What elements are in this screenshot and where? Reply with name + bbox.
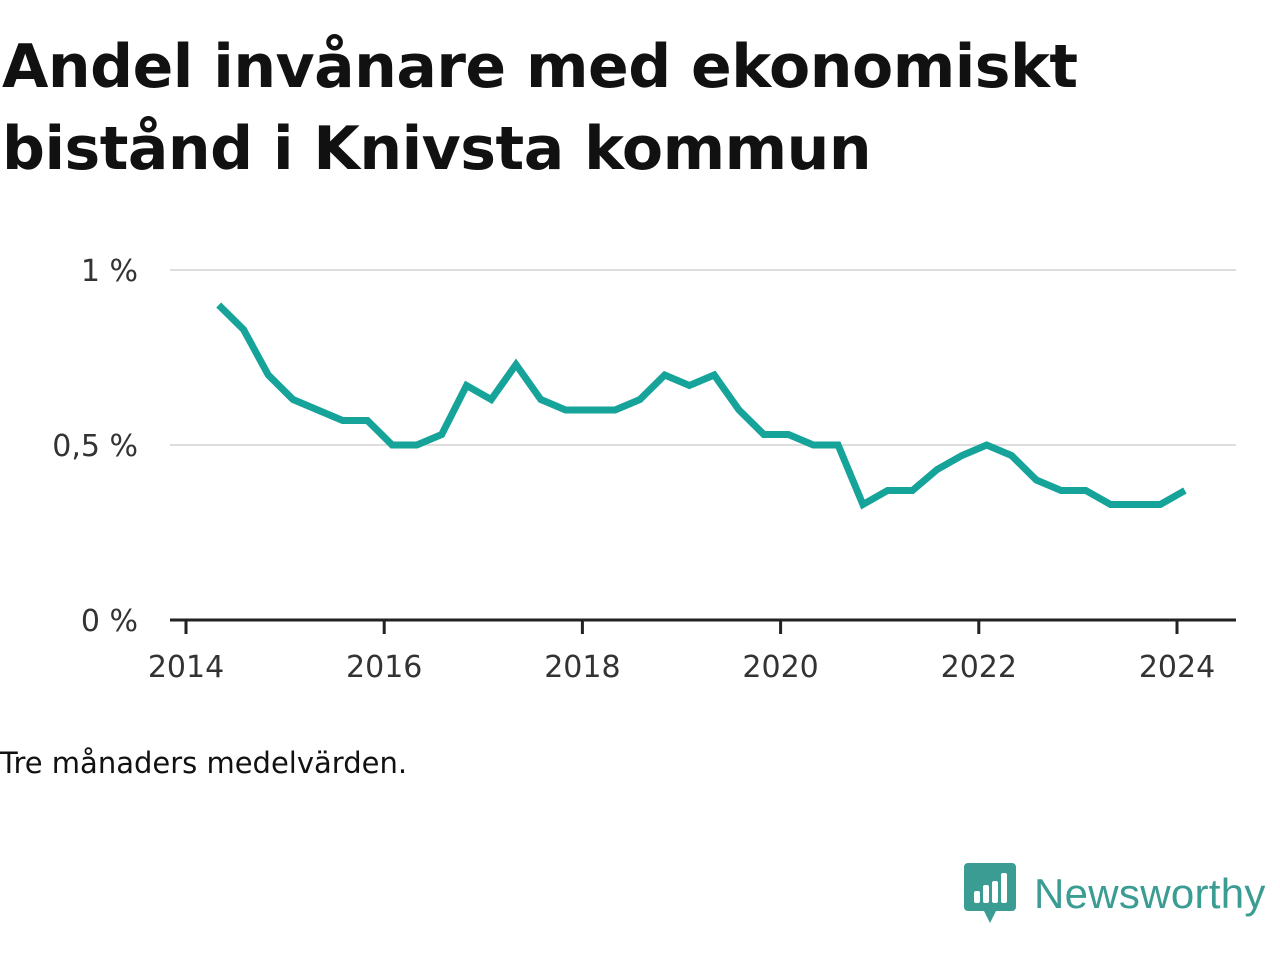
x-tick-label: 2016: [346, 650, 422, 685]
y-tick-label: 1 %: [81, 254, 138, 289]
x-tick-label: 2020: [742, 650, 818, 685]
x-tick-label: 2022: [941, 650, 1017, 685]
brand-name: Newsworthy: [1034, 870, 1266, 917]
newsworthy-logo[interactable]: Newsworthy: [964, 862, 1266, 926]
x-tick-label: 2018: [544, 650, 620, 685]
series-layer: [216, 302, 1187, 510]
y-axis-labels: 0 % 0,5 % 1 %: [52, 254, 138, 639]
series-line: [216, 302, 1187, 510]
y-tick-label: 0,5 %: [52, 429, 138, 464]
chart-footnote: Tre månaders medelvärden.: [0, 746, 408, 780]
line-chart: 2014 2016 2018 2020 2022 2024 0 % 0,5 % 1 %: [52, 254, 1236, 685]
x-tick-label: 2014: [148, 650, 224, 685]
chart-title: Andel invånare med ekonomiskt bistånd i …: [2, 26, 1202, 190]
y-tick-label: 0 %: [81, 604, 138, 639]
x-axis: 2014 2016 2018 2020 2022 2024: [148, 618, 1236, 685]
chart-title-line-2: bistånd i Knivsta kommun: [2, 114, 872, 184]
grid-lines: [170, 269, 1236, 446]
x-tick-label: 2024: [1139, 650, 1215, 685]
chart-title-line-1: Andel invånare med ekonomiskt: [2, 32, 1078, 102]
bar-chart-speech-bubble-icon: [964, 863, 1016, 923]
